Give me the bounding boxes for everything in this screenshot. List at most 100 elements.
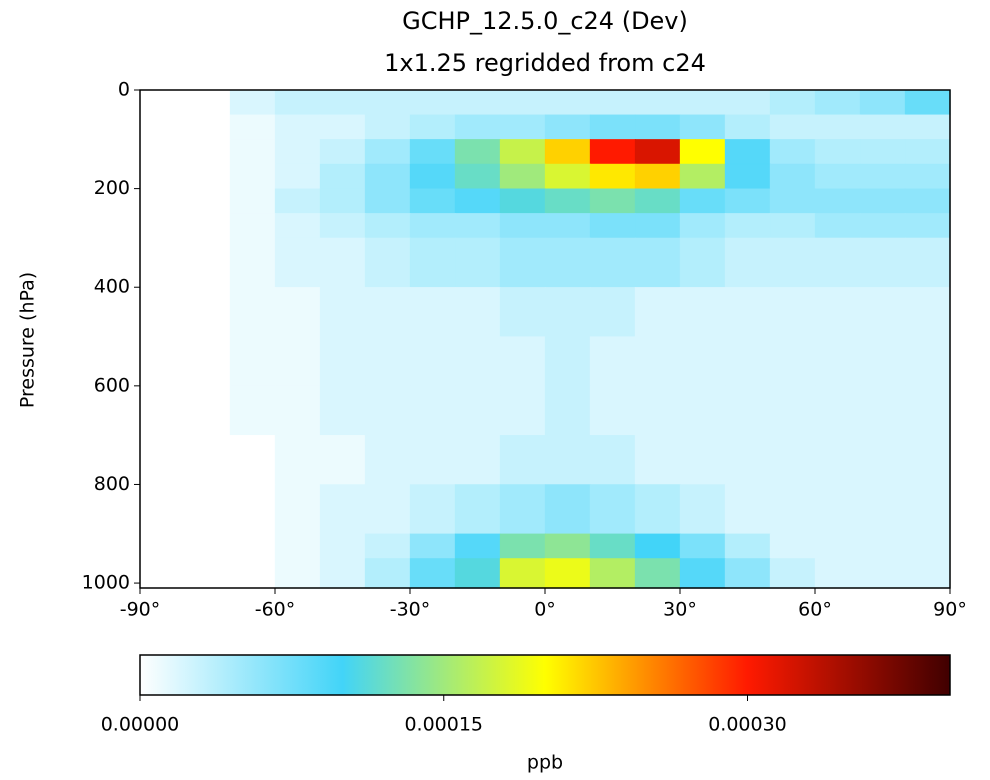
heat-cell	[904, 336, 951, 387]
heat-cell	[184, 213, 231, 239]
heat-cell	[184, 89, 231, 116]
heat-cell	[409, 533, 456, 560]
heat-cell	[859, 188, 906, 214]
heat-cell	[679, 385, 726, 436]
heat-cell	[229, 336, 276, 387]
y-tick-label: 600	[94, 374, 130, 396]
heat-cell	[544, 188, 591, 214]
heat-cell	[634, 434, 681, 486]
heat-cell	[724, 163, 771, 190]
heat-cell	[274, 114, 321, 140]
heat-cell	[814, 385, 861, 436]
heat-cell	[859, 287, 906, 338]
heat-cell	[229, 434, 276, 486]
heat-cell	[409, 484, 456, 535]
heat-cell	[544, 237, 591, 288]
heat-cell	[499, 558, 546, 589]
heat-cell	[589, 558, 636, 589]
heat-cell	[229, 533, 276, 560]
heat-cell	[814, 139, 861, 165]
heat-cell	[814, 336, 861, 387]
heat-cell	[769, 287, 816, 338]
heat-cell	[679, 484, 726, 535]
x-tick-label: -90°	[120, 599, 161, 621]
heat-cell	[229, 385, 276, 436]
heat-cell	[589, 237, 636, 288]
heat-cell	[544, 533, 591, 560]
heat-cell	[229, 237, 276, 288]
heat-cell	[589, 385, 636, 436]
heat-cell	[229, 287, 276, 338]
heat-cell	[544, 89, 591, 116]
heat-cell	[634, 533, 681, 560]
x-tick-label: 90°	[933, 599, 967, 621]
heat-cell	[139, 114, 186, 140]
heat-cell	[769, 237, 816, 288]
heat-cell	[544, 434, 591, 486]
heat-cell	[859, 385, 906, 436]
heat-cell	[229, 188, 276, 214]
y-tick-label: 0	[118, 79, 130, 101]
heat-cell	[319, 213, 366, 239]
heat-cell	[769, 89, 816, 116]
heat-cell	[589, 484, 636, 535]
heat-cell	[499, 188, 546, 214]
heat-cell	[724, 89, 771, 116]
heat-cell	[139, 533, 186, 560]
y-tick-label: 1000	[82, 572, 130, 594]
heat-cell	[679, 287, 726, 338]
heat-cell	[454, 89, 501, 116]
heat-cell	[139, 188, 186, 214]
heat-cell	[814, 188, 861, 214]
heat-cell	[634, 163, 681, 190]
heat-cell	[139, 213, 186, 239]
heat-cell	[544, 336, 591, 387]
colorbar-tick-label: 0.00000	[101, 714, 180, 736]
heat-cell	[679, 139, 726, 165]
heat-cell	[184, 163, 231, 190]
heat-cell	[229, 484, 276, 535]
heat-cell	[139, 336, 186, 387]
heat-cell	[454, 484, 501, 535]
heat-cell	[364, 237, 411, 288]
heat-cell	[274, 434, 321, 486]
heat-cell	[274, 188, 321, 214]
heat-cell	[634, 336, 681, 387]
heat-cell	[904, 558, 951, 589]
heat-cell	[319, 237, 366, 288]
heat-cell	[769, 114, 816, 140]
heat-cell	[634, 558, 681, 589]
heat-cell	[499, 89, 546, 116]
heat-cell	[229, 114, 276, 140]
heat-cell	[319, 336, 366, 387]
heat-cell	[319, 434, 366, 486]
heat-cell	[454, 558, 501, 589]
heat-cell	[634, 385, 681, 436]
heat-cell	[769, 213, 816, 239]
heat-cell	[454, 163, 501, 190]
heat-cell	[499, 533, 546, 560]
heat-cell	[859, 336, 906, 387]
heat-cell	[454, 213, 501, 239]
heat-cell	[904, 213, 951, 239]
heat-cell	[904, 533, 951, 560]
heat-cell	[364, 533, 411, 560]
heat-cell	[499, 114, 546, 140]
heat-cell	[454, 114, 501, 140]
heat-cell	[139, 139, 186, 165]
heat-cell	[319, 287, 366, 338]
heat-cell	[184, 434, 231, 486]
heat-cell	[184, 287, 231, 338]
heat-cell	[859, 114, 906, 140]
heat-cell	[274, 237, 321, 288]
heat-cell	[814, 287, 861, 338]
heat-cell	[634, 213, 681, 239]
heat-cell	[679, 89, 726, 116]
heat-cell	[274, 163, 321, 190]
heat-cell	[139, 558, 186, 589]
heat-cell	[724, 139, 771, 165]
heat-cell	[589, 213, 636, 239]
heat-cell	[364, 287, 411, 338]
heat-cell	[364, 385, 411, 436]
heat-cell	[139, 237, 186, 288]
